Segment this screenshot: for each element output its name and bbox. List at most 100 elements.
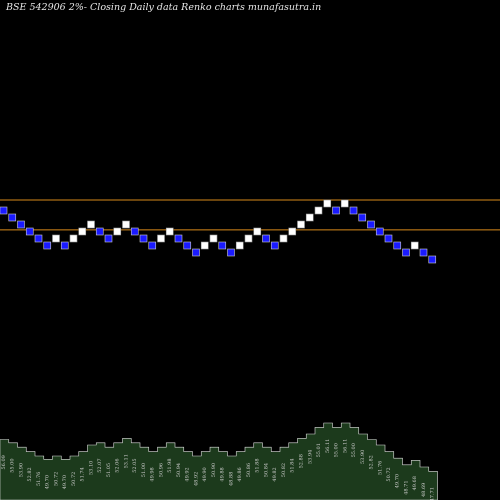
price-label: 49.70 <box>62 475 68 489</box>
renko-brick <box>244 234 253 243</box>
renko-brick <box>279 234 288 243</box>
renko-brick <box>262 234 270 243</box>
price-label: 51.98 <box>167 458 173 472</box>
renko-brick <box>323 199 332 208</box>
renko-brick <box>200 241 209 250</box>
renko-brick <box>122 220 130 229</box>
renko-brick <box>218 241 227 250</box>
price-label: 52.82 <box>369 455 375 469</box>
renko-brick <box>174 234 183 243</box>
renko-brick <box>349 206 358 215</box>
renko-brick <box>410 241 419 250</box>
price-label: 52.06 <box>115 458 121 472</box>
price-label: 53.94 <box>307 450 313 464</box>
chart-title: BSE 542906 2%- Closing Daily data Renko … <box>6 2 322 13</box>
renko-brick <box>139 234 148 243</box>
price-label: 55.00 <box>10 458 16 472</box>
renko-brick <box>358 213 367 222</box>
renko-brick <box>297 220 305 229</box>
price-label: 48.71 <box>404 480 410 494</box>
price-label: 52.88 <box>299 454 305 468</box>
price-label: 50.72 <box>71 472 77 486</box>
renko-brick <box>192 248 200 257</box>
renko-brick <box>288 227 297 236</box>
renko-brick <box>165 227 174 236</box>
renko-bricks <box>0 199 437 264</box>
renko-brick <box>253 227 262 236</box>
renko-brick <box>393 241 402 250</box>
price-label: 48.88 <box>229 472 235 486</box>
price-label: 51.74 <box>80 467 86 481</box>
renko-brick <box>183 241 192 250</box>
renko-brick <box>52 234 60 243</box>
renko-brick <box>375 227 384 236</box>
price-label: 52.05 <box>132 458 138 472</box>
price-label: 51.76 <box>377 461 383 475</box>
price-label: 49.68 <box>412 476 418 490</box>
price-label: 56.11 <box>325 439 331 453</box>
volume-area-path <box>0 422 438 500</box>
price-label: 51.05 <box>106 463 112 477</box>
price-label: 50.86 <box>246 463 252 477</box>
renko-brick <box>95 227 104 236</box>
price-label: 52.07 <box>97 458 103 472</box>
price-label: 49.70 <box>45 475 51 489</box>
price-label: 50.94 <box>176 463 182 477</box>
price-label: 48.69 <box>421 483 427 497</box>
price-label: 50.90 <box>211 463 217 477</box>
renko-brick <box>148 241 157 250</box>
renko-brick <box>78 227 87 236</box>
renko-brick <box>340 199 349 208</box>
renko-brick <box>419 248 428 257</box>
price-label: 55.00 <box>351 443 357 457</box>
renko-brick <box>428 255 437 264</box>
renko-brick <box>314 206 323 215</box>
price-label: 53.10 <box>89 461 95 475</box>
price-labels: 56.09 55.00 53.90 52.82 51.76 49.70 50.72 49.70… <box>1 439 436 500</box>
renko-brick <box>130 227 139 236</box>
price-label: 56.11 <box>342 439 348 453</box>
renko-brick <box>227 248 235 257</box>
renko-brick <box>43 241 52 250</box>
price-label: 51.84 <box>290 458 296 472</box>
renko-brick <box>235 241 244 250</box>
price-label: 52.82 <box>27 467 33 481</box>
renko-brick <box>402 248 410 257</box>
price-label: 50.72 <box>386 467 392 481</box>
renko-brick <box>332 206 340 215</box>
renko-brick <box>0 206 8 215</box>
price-label: 50.82 <box>281 463 287 477</box>
price-label: 53.90 <box>19 463 25 477</box>
price-label: 49.90 <box>202 467 208 481</box>
price-label: 55.01 <box>316 443 322 457</box>
price-label: 47.71 <box>430 487 436 500</box>
renko-brick <box>104 234 113 243</box>
renko-brick <box>34 234 43 243</box>
price-label: 50.84 <box>264 463 270 477</box>
price-label: 50.72 <box>54 472 60 486</box>
renko-brick <box>17 220 25 229</box>
level-lines <box>0 199 500 231</box>
renko-brick <box>384 234 393 243</box>
renko-brick <box>209 234 218 243</box>
price-label: 49.86 <box>237 467 243 481</box>
renko-brick <box>157 234 165 243</box>
price-label: 49.70 <box>395 474 401 488</box>
price-label: 55.00 <box>334 443 340 457</box>
price-label: 51.88 <box>255 458 261 472</box>
volume-area <box>0 422 438 500</box>
renko-brick <box>60 241 69 250</box>
renko-brick <box>25 227 34 236</box>
renko-brick <box>270 241 279 250</box>
renko-brick <box>69 234 78 243</box>
price-label: 53.90 <box>360 450 366 464</box>
price-label: 51.00 <box>141 463 147 477</box>
price-label: 53.11 <box>124 454 130 468</box>
price-label: 49.98 <box>150 467 156 481</box>
price-label: 49.92 <box>185 467 191 481</box>
renko-brick <box>113 227 122 236</box>
price-label: 50.96 <box>159 463 165 477</box>
renko-brick <box>8 213 17 222</box>
